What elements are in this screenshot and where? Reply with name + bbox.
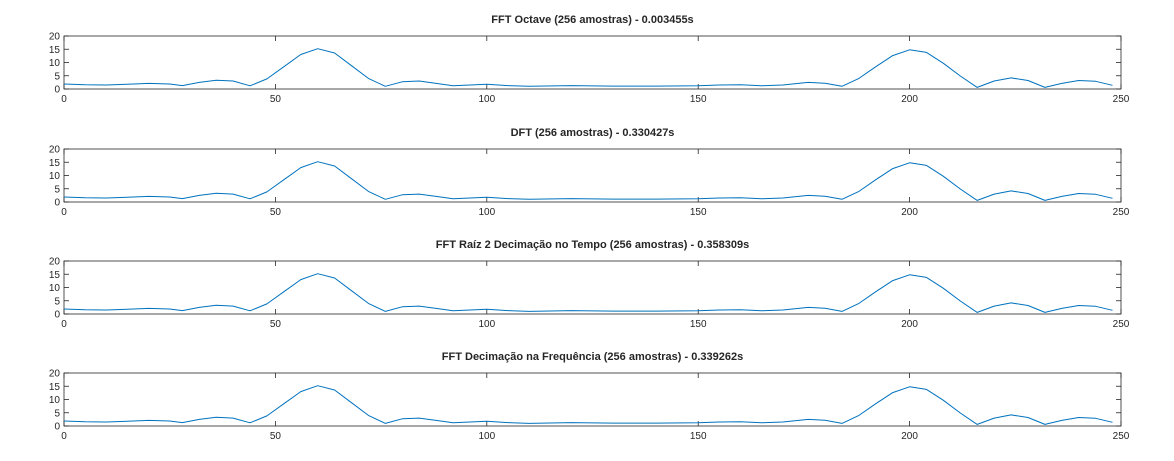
y-tick-label: 5: [54, 296, 60, 307]
y-tick-label: 15: [49, 158, 61, 169]
plot-area: [63, 260, 1122, 315]
x-tick-label: 150: [690, 319, 707, 330]
x-tick-label: 50: [270, 94, 282, 105]
spectrum-line: [63, 161, 1113, 201]
x-tick-label: 0: [61, 207, 67, 218]
x-tick-label: 200: [901, 207, 918, 218]
y-tick-label: 5: [54, 408, 60, 419]
subplot-4: FFT Decimação na Frequência (256 amostra…: [49, 351, 1130, 442]
x-tick-label: 250: [1113, 431, 1130, 442]
y-tick-label: 5: [54, 71, 60, 82]
y-tick-label: 0: [54, 422, 60, 433]
x-tick-label: 150: [690, 94, 707, 105]
y-tick-label: 10: [49, 171, 61, 182]
x-tick-label: 200: [901, 94, 918, 105]
spectrum-line: [63, 273, 1113, 313]
x-tick-label: 100: [478, 319, 495, 330]
y-tick-label: 20: [49, 145, 61, 156]
x-tick-label: 150: [690, 431, 707, 442]
x-tick-label: 250: [1113, 94, 1130, 105]
x-tick-label: 0: [61, 431, 67, 442]
x-tick-label: 0: [61, 319, 67, 330]
plot-area: [63, 372, 1122, 427]
x-tick-label: 100: [478, 207, 495, 218]
x-tick-label: 150: [690, 207, 707, 218]
x-tick-label: 50: [270, 207, 282, 218]
y-tick-label: 15: [49, 45, 61, 56]
y-tick-label: 20: [49, 257, 61, 268]
subplot-title: FFT Octave (256 amostras) - 0.003455s: [491, 14, 693, 26]
x-tick-label: 0: [61, 94, 67, 105]
spectrum-line: [63, 385, 1113, 425]
x-tick-label: 50: [270, 319, 282, 330]
y-tick-label: 15: [49, 270, 61, 281]
y-tick-label: 15: [49, 382, 61, 393]
x-tick-label: 250: [1113, 319, 1130, 330]
y-tick-label: 5: [54, 184, 60, 195]
subplot-title: FFT Decimação na Frequência (256 amostra…: [442, 351, 743, 363]
y-tick-label: 0: [54, 198, 60, 209]
subplot-title: DFT (256 amostras) - 0.330427s: [511, 127, 675, 139]
x-tick-label: 100: [478, 94, 495, 105]
y-tick-label: 10: [49, 58, 61, 69]
x-tick-label: 100: [478, 431, 495, 442]
y-tick-label: 20: [49, 369, 61, 380]
plot-area: [63, 35, 1122, 90]
x-tick-label: 200: [901, 431, 918, 442]
y-tick-label: 0: [54, 310, 60, 321]
x-tick-label: 200: [901, 319, 918, 330]
x-tick-label: 250: [1113, 207, 1130, 218]
y-tick-label: 10: [49, 395, 61, 406]
y-tick-label: 10: [49, 283, 61, 294]
y-tick-label: 0: [54, 85, 60, 96]
subplot-3: FFT Raíz 2 Decimação no Tempo (256 amost…: [49, 239, 1130, 330]
spectrum-line: [63, 48, 1113, 88]
y-tick-label: 20: [49, 32, 61, 43]
subplot-title: FFT Raíz 2 Decimação no Tempo (256 amost…: [436, 239, 749, 251]
x-tick-label: 50: [270, 431, 282, 442]
